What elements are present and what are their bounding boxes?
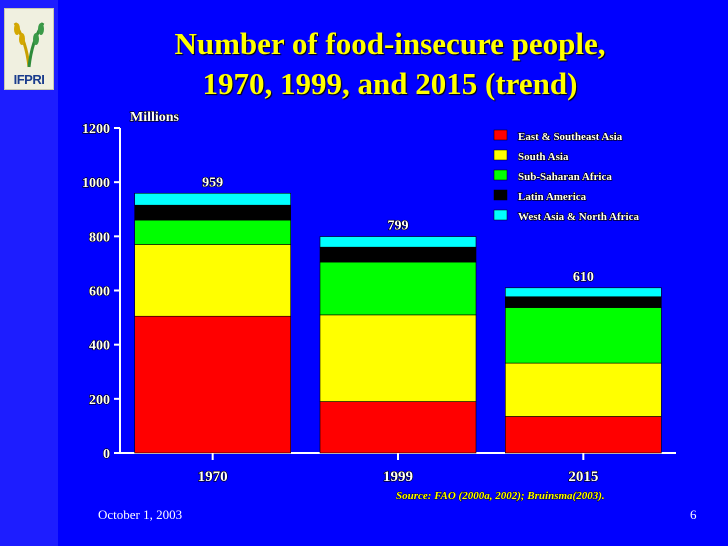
legend: East & Southeast Asia South Asia Sub-Sahar…: [493, 129, 640, 224]
legend-label: Latin America: [518, 191, 587, 203]
legend-label: South Asia: [518, 151, 569, 163]
bar-total-labels: 959 799 610: [202, 175, 595, 286]
bar-segment-1999-south-asia: [319, 314, 477, 402]
bar-segment-2015-south-asia: [505, 362, 662, 417]
bar-total-label: 610: [573, 270, 594, 285]
legend-swatch: [493, 209, 508, 221]
x-tick-label: 2015: [568, 469, 598, 485]
bar-segment-1970-sub-saharan-africa: [134, 219, 291, 245]
bar-segment-1999-sub-saharan-africa: [319, 261, 477, 316]
legend-swatch: [493, 149, 508, 161]
y-tick-label: 400: [89, 339, 110, 354]
bar-segment-1999-east-southeast-asia: [319, 401, 477, 454]
bar-segment-2015-east-southeast-asia: [505, 416, 662, 454]
x-tick-label: 1970: [198, 469, 228, 485]
x-axis-tick-labels: 1970 1999 2015: [197, 453, 599, 486]
y-axis-ticks: 0 200 400 600 800 1000 1200: [81, 121, 120, 463]
bar-segment-1999-west-asia-north-africa: [319, 236, 477, 248]
bar-segment-2015-west-asia-north-africa: [505, 287, 662, 298]
wheat-icon: [13, 22, 45, 68]
legend-swatch: [493, 129, 508, 141]
slide-title: Number of food-insecure people, 1970, 19…: [80, 24, 700, 104]
legend-swatch: [493, 189, 508, 201]
logo-text: IFPRI: [13, 72, 45, 87]
y-tick-label: 200: [89, 393, 110, 408]
page-number: 6: [690, 507, 697, 522]
left-decorative-strip: [0, 0, 58, 546]
y-axis-label: Millions: [130, 110, 180, 125]
bar-segment-1970-east-southeast-asia: [134, 315, 291, 454]
y-tick-label: 600: [89, 285, 110, 300]
title-line-1: Number of food-insecure people,: [174, 26, 606, 61]
legend-swatch: [493, 169, 508, 181]
source-note: Source: FAO (2000a, 2002); Bruinsma(2003…: [396, 490, 605, 502]
ifpri-logo: IFPRI: [4, 8, 54, 90]
bars-group: [134, 192, 662, 454]
title-line-2: 1970, 1999, and 2015 (trend): [202, 66, 578, 101]
footer-date: October 1, 2003: [98, 507, 183, 522]
bar-total-label: 959: [202, 175, 223, 190]
bar-segment-1970-latin-america: [134, 204, 291, 221]
y-tick-label: 1000: [82, 176, 110, 191]
y-tick-label: 1200: [82, 122, 110, 137]
bar-segment-1970-south-asia: [134, 244, 291, 317]
x-tick-label: 1999: [383, 469, 413, 485]
bar-segment-2015-latin-america: [505, 296, 662, 308]
bar-segment-1999-latin-america: [319, 246, 477, 263]
bar-segment-1970-west-asia-north-africa: [134, 192, 291, 206]
bar-total-label: 799: [388, 219, 409, 234]
y-tick-label: 800: [89, 230, 110, 245]
legend-label: Sub-Saharan Africa: [518, 171, 612, 183]
bar-segment-2015-sub-saharan-africa: [505, 307, 662, 364]
y-tick-label: 0: [103, 447, 110, 462]
legend-label: East & Southeast Asia: [518, 131, 623, 143]
legend-label: West Asia & North Africa: [518, 211, 639, 223]
